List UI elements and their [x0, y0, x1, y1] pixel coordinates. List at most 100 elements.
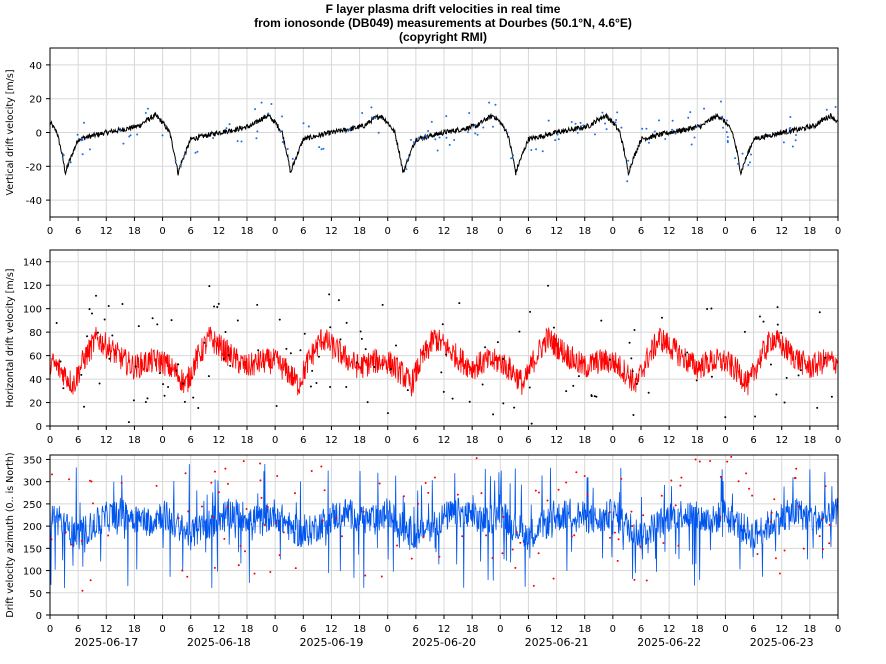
scatter-point-panel-3	[187, 510, 190, 513]
x-tick-label: 12	[775, 624, 788, 635]
scatter-point-panel-1	[425, 135, 428, 138]
scatter-point-panel-2	[395, 344, 398, 347]
date-label: 2025-06-20	[412, 636, 476, 649]
scatter-point-panel-1	[657, 119, 660, 122]
scatter-point-panel-3	[120, 481, 123, 484]
scatter-point-panel-3	[546, 499, 549, 502]
scatter-point-panel-1	[307, 125, 310, 128]
scatter-point-panel-1	[506, 131, 509, 134]
scatter-point-panel-3	[64, 531, 67, 534]
scatter-point-panel-3	[89, 579, 92, 582]
scatter-point-panel-2	[103, 318, 106, 321]
scatter-point-panel-3	[71, 543, 74, 546]
x-tick-label: 12	[325, 624, 338, 635]
x-tick-label: 18	[466, 435, 479, 446]
scatter-point-panel-1	[653, 130, 656, 133]
scatter-point-panel-1	[405, 168, 408, 171]
scatter-point-panel-3	[378, 482, 381, 485]
x-tick-label: 18	[691, 624, 704, 635]
scatter-point-panel-1	[270, 102, 273, 105]
scatter-point-panel-3	[745, 472, 748, 475]
scatter-point-panel-1	[530, 148, 533, 151]
scatter-point-panel-3	[709, 459, 712, 462]
scatter-point-panel-2	[207, 375, 210, 378]
y-tick-label: 40	[29, 61, 42, 72]
x-tick-label: 0	[47, 435, 53, 446]
scatter-point-panel-3	[532, 584, 535, 587]
scatter-point-panel-2	[345, 386, 348, 389]
scatter-point-panel-1	[179, 164, 182, 167]
x-tick-label: 6	[413, 226, 419, 237]
scatter-point-panel-2	[797, 374, 800, 377]
scatter-point-panel-3	[769, 520, 772, 523]
x-tick-label: 0	[385, 624, 391, 635]
scatter-point-panel-1	[448, 143, 451, 146]
scatter-point-panel-3	[677, 544, 680, 547]
x-tick-label: 12	[663, 435, 676, 446]
scatter-point-panel-3	[821, 548, 824, 551]
scatter-point-panel-1	[453, 138, 456, 141]
title-line-1: F layer plasma drift velocities in real …	[325, 2, 561, 16]
x-tick-label: 6	[188, 624, 194, 635]
x-tick-label: 12	[438, 624, 451, 635]
scatter-point-panel-1	[721, 115, 724, 118]
scatter-point-panel-1	[671, 119, 674, 122]
scatter-point-panel-3	[719, 475, 722, 478]
scatter-point-panel-2	[830, 395, 833, 398]
scatter-point-panel-3	[719, 516, 722, 519]
x-tick-label: 12	[438, 435, 451, 446]
x-tick-label: 0	[47, 226, 53, 237]
scatter-point-panel-2	[151, 317, 154, 320]
scatter-point-panel-1	[512, 154, 515, 157]
scatter-point-panel-1	[725, 131, 728, 134]
scatter-point-panel-3	[639, 545, 642, 548]
x-tick-label: 18	[241, 435, 254, 446]
scatter-point-panel-3	[242, 460, 245, 463]
x-tick-label: 6	[638, 226, 644, 237]
x-tick-label: 18	[241, 226, 254, 237]
scatter-point-panel-3	[80, 540, 83, 543]
scatter-point-panel-1	[240, 140, 243, 143]
scatter-point-panel-2	[224, 331, 227, 334]
y-tick-label: 140	[23, 258, 42, 269]
x-tick-label: 6	[75, 435, 81, 446]
scatter-point-panel-2	[111, 334, 114, 337]
scatter-point-panel-1	[664, 138, 667, 141]
scatter-point-panel-2	[530, 422, 533, 425]
scatter-point-panel-3	[778, 572, 781, 575]
scatter-point-panel-2	[458, 302, 461, 305]
scatter-point-panel-3	[362, 510, 365, 513]
scatter-point-panel-1	[406, 158, 409, 161]
scatter-point-panel-3	[212, 516, 215, 519]
scatter-point-panel-1	[726, 135, 729, 138]
scatter-point-panel-1	[322, 147, 325, 150]
x-tick-label: 12	[550, 435, 563, 446]
scatter-point-panel-2	[600, 319, 603, 322]
scatter-point-panel-3	[461, 535, 464, 538]
scatter-point-panel-3	[223, 537, 226, 540]
x-tick-label: 18	[128, 624, 141, 635]
scatter-point-panel-1	[474, 124, 477, 127]
scatter-point-panel-2	[684, 353, 687, 356]
scatter-point-panel-3	[570, 535, 573, 538]
x-tick-label: 0	[159, 624, 165, 635]
scatter-point-panel-3	[726, 460, 729, 463]
x-tick-label: 6	[300, 435, 306, 446]
scatter-point-panel-3	[181, 569, 184, 572]
scatter-point-panel-2	[146, 397, 149, 400]
scatter-point-panel-2	[217, 302, 220, 305]
scatter-point-panel-3	[797, 505, 800, 508]
scatter-point-panel-1	[825, 108, 828, 111]
scatter-point-panel-1	[488, 101, 491, 104]
scatter-point-panel-3	[263, 523, 266, 526]
scatter-point-panel-3	[620, 477, 623, 480]
scatter-point-panel-3	[475, 457, 478, 460]
x-tick-label: 0	[835, 624, 841, 635]
x-tick-label: 6	[638, 435, 644, 446]
x-tick-label: 6	[188, 226, 194, 237]
scatter-point-panel-2	[162, 383, 165, 386]
scatter-point-panel-1	[194, 151, 197, 154]
scatter-point-panel-2	[661, 316, 664, 319]
x-tick-label: 18	[691, 226, 704, 237]
y-tick-label: 40	[29, 375, 42, 386]
